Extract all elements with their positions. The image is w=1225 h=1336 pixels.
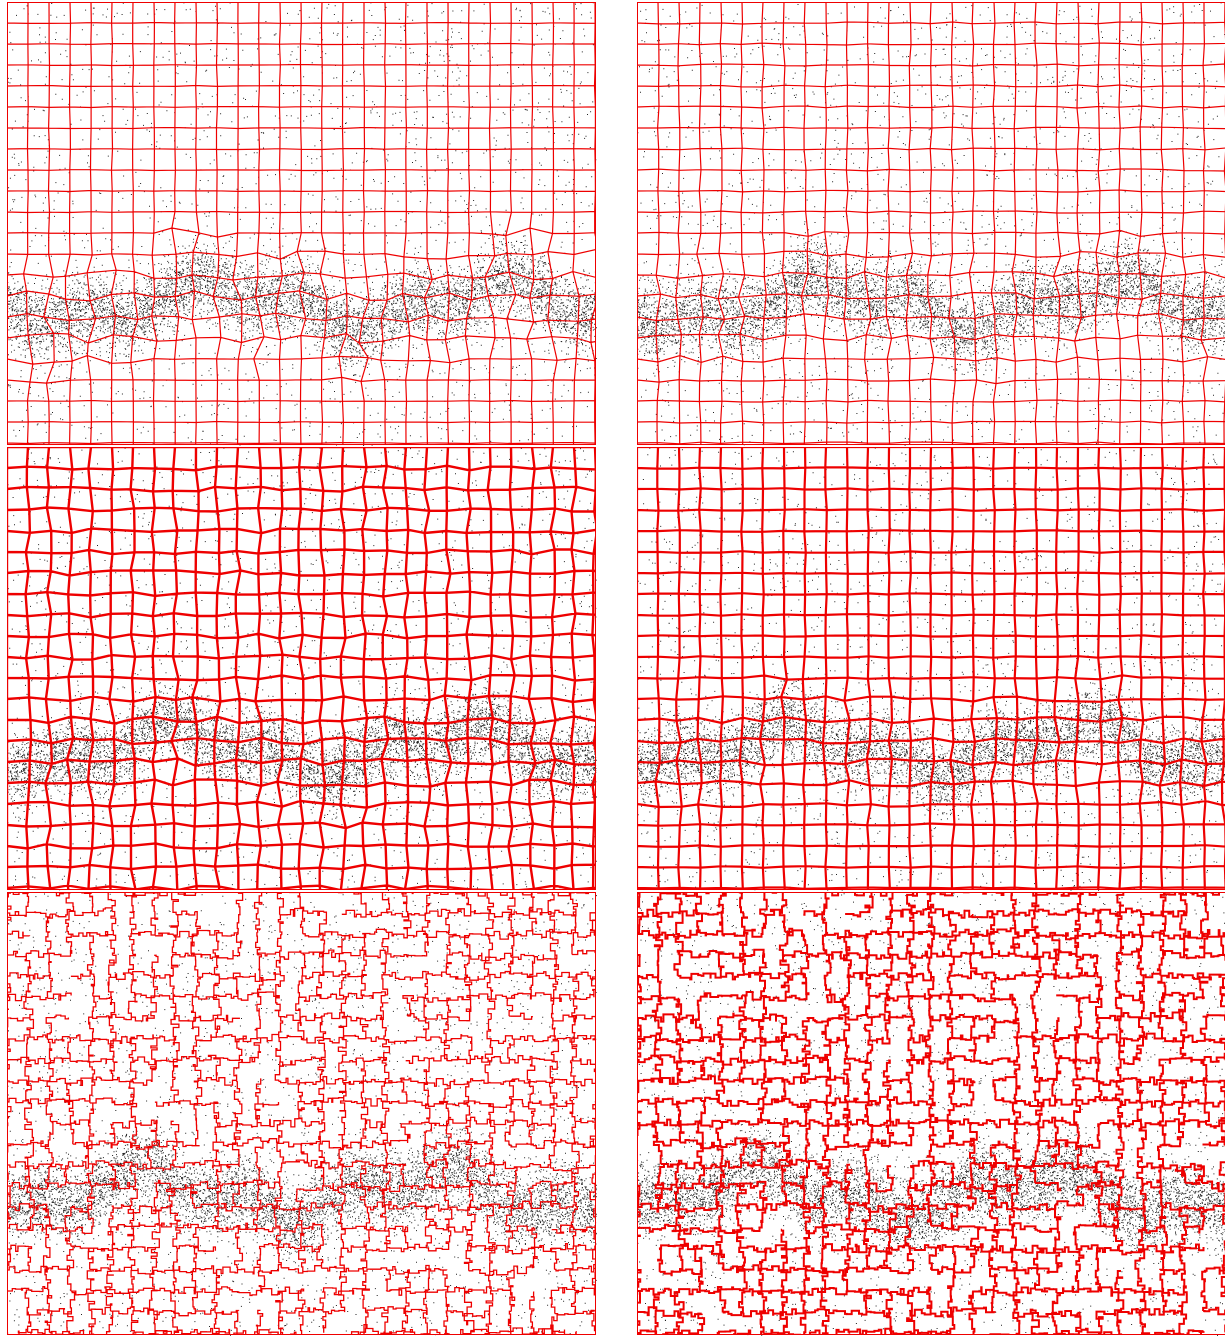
- panel: [633, 888, 1225, 1336]
- panel: [3, 888, 620, 1336]
- panel: [637, 2, 1225, 464]
- panel-background: [7, 892, 596, 1335]
- panel: [7, 447, 616, 909]
- panel: [7, 2, 616, 464]
- panel: [637, 447, 1225, 909]
